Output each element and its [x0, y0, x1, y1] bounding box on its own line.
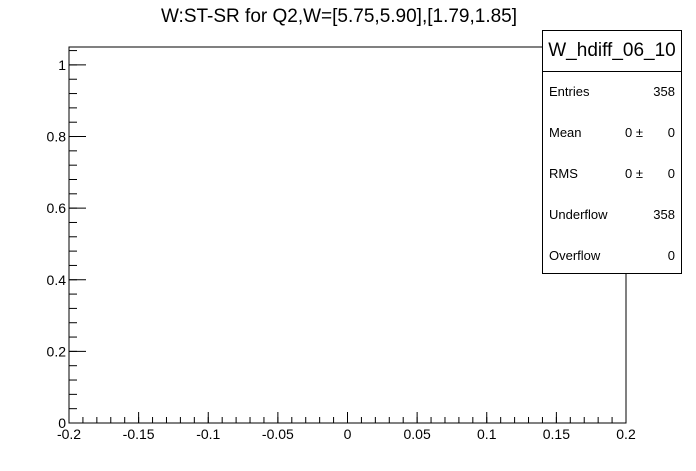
x-tick-label: -0.05 — [262, 426, 294, 442]
y-axis: 0 0.2 0.4 0.6 0.8 1 — [47, 50, 86, 431]
y-tick-label: 1 — [58, 57, 66, 73]
y-tick-label: 0.8 — [47, 129, 67, 145]
stats-row-mean: Mean 0 ± 0 — [543, 125, 681, 145]
mean-error: 0 — [667, 125, 675, 140]
entries-value: 358 — [653, 84, 675, 99]
stats-box: W_hdiff_06_10 Entries 358 Mean 0 ± 0 RMS… — [542, 30, 682, 274]
chart-title: W:ST-SR for Q2,W=[5.75,5.90],[1.79,1.85] — [161, 6, 517, 27]
y-tick-label: 0.4 — [47, 272, 67, 288]
x-tick-label: -0.2 — [57, 426, 81, 442]
x-tick-label: 0.1 — [477, 426, 497, 442]
x-tick-label: 0.05 — [404, 426, 431, 442]
entries-label: Entries — [549, 84, 590, 99]
mean-value: 0 ± — [625, 125, 643, 140]
x-tick-label: 0.2 — [616, 426, 636, 442]
stats-row-underflow: Underflow 358 — [543, 207, 681, 227]
x-axis: -0.2 -0.15 -0.1 -0.05 0 0.05 0.1 0.15 0.2 — [57, 412, 636, 442]
y-tick-label: 0 — [58, 415, 66, 431]
y-tick-label: 0.6 — [47, 200, 67, 216]
rms-value: 0 ± — [625, 166, 643, 181]
x-tick-label: -0.1 — [196, 426, 220, 442]
y-tick-label: 0.2 — [47, 343, 67, 359]
stats-row-entries: Entries 358 — [543, 84, 681, 104]
overflow-value: 0 — [667, 248, 675, 263]
x-tick-label: -0.15 — [123, 426, 155, 442]
x-tick-label: 0 — [344, 426, 352, 442]
stats-row-overflow: Overflow 0 — [543, 248, 681, 268]
mean-label: Mean — [549, 125, 582, 140]
underflow-value: 358 — [653, 207, 675, 222]
rms-label: RMS — [549, 166, 578, 181]
underflow-label: Underflow — [549, 207, 608, 222]
stats-row-rms: RMS 0 ± 0 — [543, 166, 681, 186]
x-tick-label: 0.15 — [543, 426, 570, 442]
stats-box-title: W_hdiff_06_10 — [543, 31, 681, 72]
overflow-label: Overflow — [549, 248, 601, 263]
rms-error: 0 — [667, 166, 675, 181]
